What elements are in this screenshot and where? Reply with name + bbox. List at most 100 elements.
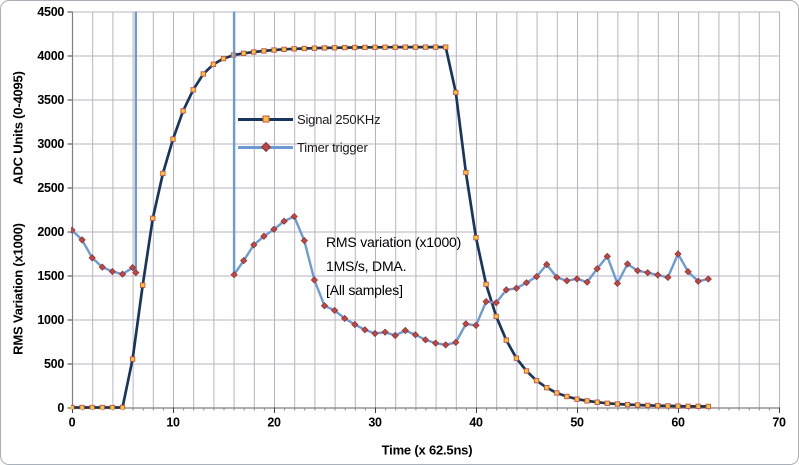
signal-marker — [675, 403, 681, 409]
x-tick-label: 30 — [368, 416, 382, 430]
signal-marker — [594, 399, 600, 405]
signal-marker — [523, 368, 530, 374]
gridlines — [72, 11, 780, 408]
legend: Signal 250KHz Timer trigger — [238, 105, 381, 161]
timer-marker — [401, 326, 409, 335]
timer-marker — [684, 268, 692, 276]
signal-marker — [705, 403, 711, 410]
timer-marker — [634, 267, 642, 275]
signal-marker — [634, 402, 641, 408]
signal-marker — [89, 404, 95, 410]
y-tick-label: 1500 — [37, 269, 64, 283]
timer-marker — [583, 278, 591, 286]
timer-marker — [512, 284, 520, 292]
y-tick-label: 4000 — [37, 49, 64, 63]
y-tick-label: 4500 — [37, 5, 64, 19]
signal-marker — [241, 50, 247, 56]
signal-marker — [331, 45, 338, 51]
timer-marker — [88, 254, 96, 262]
signal-marker — [129, 356, 136, 362]
signal-marker — [614, 401, 621, 407]
signal-marker — [79, 404, 85, 410]
timer-marker — [694, 277, 702, 285]
signal-marker-icon — [262, 115, 269, 123]
signal-marker — [271, 47, 277, 53]
timer-marker — [230, 271, 238, 279]
y-tick-label: 2500 — [37, 181, 64, 195]
signal-marker — [210, 61, 217, 67]
timer-marker — [371, 329, 379, 338]
signal-marker — [372, 44, 378, 50]
timer-marker — [603, 252, 611, 260]
timer-marker — [664, 273, 672, 281]
timer-marker — [543, 260, 551, 269]
timer-marker — [118, 270, 127, 278]
timer-marker — [290, 212, 298, 221]
timer-line — [232, 11, 709, 346]
signal-marker — [301, 45, 307, 52]
signal-line — [72, 45, 709, 409]
signal-marker — [695, 403, 701, 410]
signal-marker — [564, 393, 570, 400]
signal-marker — [200, 71, 206, 77]
signal-marker — [574, 396, 580, 402]
timer-marker — [462, 320, 470, 328]
x-tick-label: 70 — [772, 416, 786, 430]
signal-marker — [109, 404, 116, 410]
timer-marker — [593, 265, 601, 273]
signal-marker — [604, 400, 610, 406]
signal-marker — [443, 44, 449, 50]
timer-marker — [522, 279, 531, 287]
signal-marker — [432, 44, 439, 50]
timer-marker — [132, 269, 140, 277]
signal-marker — [180, 108, 186, 114]
signal-marker — [483, 281, 489, 287]
timer-marker — [98, 263, 106, 271]
annotation-rms: RMS variation (x1000) 1MS/s, DMA. [All s… — [326, 230, 461, 302]
signal-marker — [665, 403, 671, 409]
timer-marker — [310, 276, 318, 284]
signal-marker — [503, 337, 509, 343]
signal-marker — [382, 44, 388, 50]
timer-line — [71, 11, 137, 276]
y-tick-label: 2000 — [37, 225, 64, 239]
timer-marker — [250, 241, 258, 249]
timer-marker — [78, 236, 86, 244]
timer-marker — [452, 338, 460, 346]
tick-marks — [67, 11, 780, 413]
signal-marker — [513, 355, 520, 361]
signal-marker — [533, 378, 540, 384]
timer-marker — [341, 314, 349, 323]
timer-marker — [613, 279, 621, 288]
y-axis-title-bottom: RMS Variation (x1000) — [10, 223, 26, 355]
signal-marker — [655, 403, 661, 409]
timer-marker — [533, 273, 541, 281]
y-tick-label: 1000 — [37, 313, 64, 327]
signal-marker — [362, 44, 368, 51]
timer-marker — [351, 320, 359, 329]
signal-marker — [281, 46, 287, 52]
timer-marker — [432, 339, 440, 347]
signal-marker — [685, 403, 691, 409]
signal-marker — [99, 404, 105, 410]
timer-marker — [492, 299, 500, 307]
y-tick-label: 500 — [44, 357, 64, 371]
timer-marker — [563, 277, 571, 285]
legend-item-timer: Timer trigger — [238, 133, 380, 161]
signal-marker — [584, 398, 590, 404]
x-tick-label: 60 — [671, 416, 685, 430]
signal-marker — [71, 404, 75, 410]
annotation-line-2: 1MS/s, DMA. — [326, 258, 407, 274]
x-tick-label: 10 — [166, 416, 180, 430]
x-axis-title: Time (x 62.5ns) — [381, 442, 473, 458]
timer-marker — [573, 275, 581, 283]
timer-marker — [320, 302, 329, 310]
series-timer — [71, 11, 712, 349]
timer-marker — [129, 263, 137, 272]
signal-marker — [493, 313, 499, 320]
y-tick-label: 0 — [57, 401, 64, 415]
timer-marker — [553, 273, 561, 282]
timer-marker — [361, 326, 369, 334]
timer-marker-icon — [260, 142, 271, 152]
